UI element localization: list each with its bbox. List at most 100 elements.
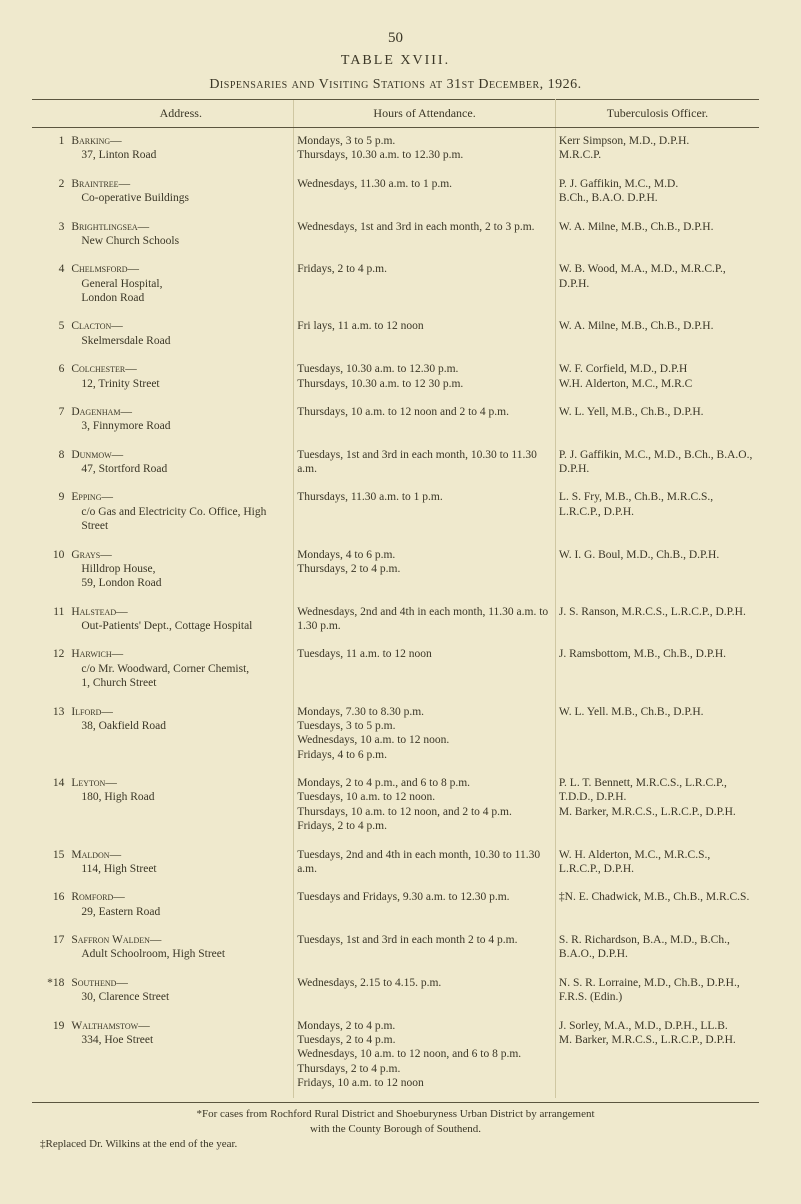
- row-number: 13: [32, 699, 68, 771]
- dispensary-subaddress: London Road: [71, 291, 287, 305]
- row-number: 15: [32, 842, 68, 885]
- table-row: 12Harwich—c/o Mr. Woodward, Corner Chemi…: [32, 641, 759, 698]
- row-address: Brightlingsea—New Church Schools: [68, 214, 293, 257]
- col-officer: Tuberculosis Officer.: [555, 100, 759, 128]
- row-address: Saffron Walden—Adult Schoolroom, High St…: [68, 927, 293, 970]
- row-officer: N. S. R. Lorraine, M.D., Ch.B., D.P.H., …: [555, 970, 759, 1013]
- row-hours: Mondays, 7.30 to 8.30 p.m.Tuesdays, 3 to…: [294, 699, 556, 771]
- dispensary-subaddress: 1, Church Street: [71, 676, 287, 690]
- dispensary-name: Leyton—: [71, 777, 117, 789]
- row-number: 19: [32, 1013, 68, 1099]
- dispensary-subaddress: 38, Oakfield Road: [71, 719, 287, 733]
- dispensary-subaddress: 59, London Road: [71, 576, 287, 590]
- dispensary-subaddress: 3, Finnymore Road: [71, 419, 287, 433]
- row-officer: W. F. Corfield, M.D., D.P.HW.H. Alderton…: [555, 356, 759, 399]
- row-number: 6: [32, 356, 68, 399]
- row-officer: J. Ramsbottom, M.B., Ch.B., D.P.H.: [555, 641, 759, 698]
- dispensary-name: Grays—: [71, 549, 111, 561]
- row-hours: Tuesdays, 2nd and 4th in each month, 10.…: [294, 842, 556, 885]
- col-hours: Hours of Attendance.: [294, 100, 556, 128]
- dispensary-subaddress: Out-Patients' Dept., Cottage Hospital: [71, 619, 287, 633]
- footnote-asterisk: *For cases from Rochford Rural District …: [196, 1108, 594, 1120]
- row-hours: Wednesdays, 11.30 a.m. to 1 p.m.: [294, 171, 556, 214]
- table-row: 4Chelmsford—General Hospital,London Road…: [32, 256, 759, 313]
- dispensary-subaddress: Co-operative Buildings: [71, 191, 287, 205]
- row-number: 16: [32, 884, 68, 927]
- row-officer: W. L. Yell, M.B., Ch.B., D.P.H.: [555, 399, 759, 442]
- row-number: 10: [32, 542, 68, 599]
- row-hours: Mondays, 2 to 4 p.m., and 6 to 8 p.m.Tue…: [294, 770, 556, 842]
- table-row: 1Barking—37, Linton RoadMondays, 3 to 5 …: [32, 128, 759, 171]
- row-hours: Fri lays, 11 a.m. to 12 noon: [294, 313, 556, 356]
- dispensary-subaddress: Hilldrop House,: [71, 562, 287, 576]
- row-number: 4: [32, 256, 68, 313]
- table-subtitle: Dispensaries and Visiting Stations at 31…: [32, 77, 759, 93]
- dispensary-name: Maldon—: [71, 849, 121, 861]
- row-officer: J. Sorley, M.A., M.D., D.P.H., LL.B.M. B…: [555, 1013, 759, 1099]
- row-hours: Mondays, 4 to 6 p.m.Thursdays, 2 to 4 p.…: [294, 542, 556, 599]
- table-row: 19Walthamstow—334, Hoe StreetMondays, 2 …: [32, 1013, 759, 1099]
- dispensary-name: Braintree—: [71, 178, 130, 190]
- table-row: 7Dagenham—3, Finnymore RoadThursdays, 10…: [32, 399, 759, 442]
- row-officer: P. J. Gaffikin, M.C., M.D., B.Ch., B.A.O…: [555, 442, 759, 485]
- dispensary-name: Clacton—: [71, 320, 122, 332]
- dispensary-name: Saffron Walden—: [71, 934, 161, 946]
- row-number: 1: [32, 128, 68, 171]
- row-hours: Tuesdays, 1st and 3rd in each month, 10.…: [294, 442, 556, 485]
- table-row: 9Epping—c/o Gas and Electricity Co. Offi…: [32, 484, 759, 541]
- row-address: Leyton—180, High Road: [68, 770, 293, 842]
- dispensary-subaddress: 47, Stortford Road: [71, 462, 287, 476]
- dispensary-name: Dagenham—: [71, 406, 132, 418]
- dispensary-subaddress: 30, Clarence Street: [71, 990, 287, 1004]
- row-address: Clacton—Skelmersdale Road: [68, 313, 293, 356]
- row-hours: Thursdays, 11.30 a.m. to 1 p.m.: [294, 484, 556, 541]
- dispensary-name: Epping—: [71, 491, 113, 503]
- row-address: Harwich—c/o Mr. Woodward, Corner Chemist…: [68, 641, 293, 698]
- row-address: Ilford—38, Oakfield Road: [68, 699, 293, 771]
- table-row: 2Braintree—Co-operative BuildingsWednesd…: [32, 171, 759, 214]
- row-address: Walthamstow—334, Hoe Street: [68, 1013, 293, 1099]
- table-row: 13Ilford—38, Oakfield RoadMondays, 7.30 …: [32, 699, 759, 771]
- row-number: 12: [32, 641, 68, 698]
- dispensary-subaddress: New Church Schools: [71, 234, 287, 248]
- dispensary-name: Southend—: [71, 977, 128, 989]
- row-officer: W. I. G. Boul, M.D., Ch.B., D.P.H.: [555, 542, 759, 599]
- table-row: 3Brightlingsea—New Church SchoolsWednesd…: [32, 214, 759, 257]
- row-address: Dagenham—3, Finnymore Road: [68, 399, 293, 442]
- row-hours: Wednesdays, 2.15 to 4.15. p.m.: [294, 970, 556, 1013]
- row-officer: P. J. Gaffikin, M.C., M.D.B.Ch., B.A.O. …: [555, 171, 759, 214]
- page-number: 50: [32, 30, 759, 47]
- row-officer: W. B. Wood, M.A., M.D., M.R.C.P., D.P.H.: [555, 256, 759, 313]
- table-row: 16Romford—29, Eastern RoadTuesdays and F…: [32, 884, 759, 927]
- row-hours: Fridays, 2 to 4 p.m.: [294, 256, 556, 313]
- table-row: 8Dunmow—47, Stortford RoadTuesdays, 1st …: [32, 442, 759, 485]
- row-address: Braintree—Co-operative Buildings: [68, 171, 293, 214]
- row-number: 2: [32, 171, 68, 214]
- row-officer: J. S. Ranson, M.R.C.S., L.R.C.P., D.P.H.: [555, 599, 759, 642]
- row-officer: ‡N. E. Chadwick, M.B., Ch.B., M.R.C.S.: [555, 884, 759, 927]
- row-officer: S. R. Richardson, B.A., M.D., B.Ch., B.A…: [555, 927, 759, 970]
- dispensary-name: Barking—: [71, 135, 121, 147]
- dispensary-name: Harwich—: [71, 648, 123, 660]
- dispensary-name: Walthamstow—: [71, 1020, 149, 1032]
- table-row: 14Leyton—180, High RoadMondays, 2 to 4 p…: [32, 770, 759, 842]
- row-officer: W. A. Milne, M.B., Ch.B., D.P.H.: [555, 313, 759, 356]
- table-row: 6Colchester—12, Trinity StreetTuesdays, …: [32, 356, 759, 399]
- dispensary-subaddress: 37, Linton Road: [71, 148, 287, 162]
- table-row: 11Halstead—Out-Patients' Dept., Cottage …: [32, 599, 759, 642]
- row-officer: P. L. T. Bennett, M.R.C.S., L.R.C.P., T.…: [555, 770, 759, 842]
- dispensary-subaddress: General Hospital,: [71, 277, 287, 291]
- row-officer: W. A. Milne, M.B., Ch.B., D.P.H.: [555, 214, 759, 257]
- row-address: Chelmsford—General Hospital,London Road: [68, 256, 293, 313]
- dispensary-subaddress: 180, High Road: [71, 790, 287, 804]
- row-address: Grays—Hilldrop House,59, London Road: [68, 542, 293, 599]
- row-number: 14: [32, 770, 68, 842]
- row-number: 11: [32, 599, 68, 642]
- table-row: *18Southend—30, Clarence StreetWednesday…: [32, 970, 759, 1013]
- row-hours: Tuesdays, 10.30 a.m. to 12.30 p.m.Thursd…: [294, 356, 556, 399]
- row-number: 5: [32, 313, 68, 356]
- row-address: Epping—c/o Gas and Electricity Co. Offic…: [68, 484, 293, 541]
- col-address: Address.: [68, 100, 293, 128]
- row-number: 3: [32, 214, 68, 257]
- footnote-replaced: ‡Replaced Dr. Wilkins at the end of the …: [32, 1137, 759, 1152]
